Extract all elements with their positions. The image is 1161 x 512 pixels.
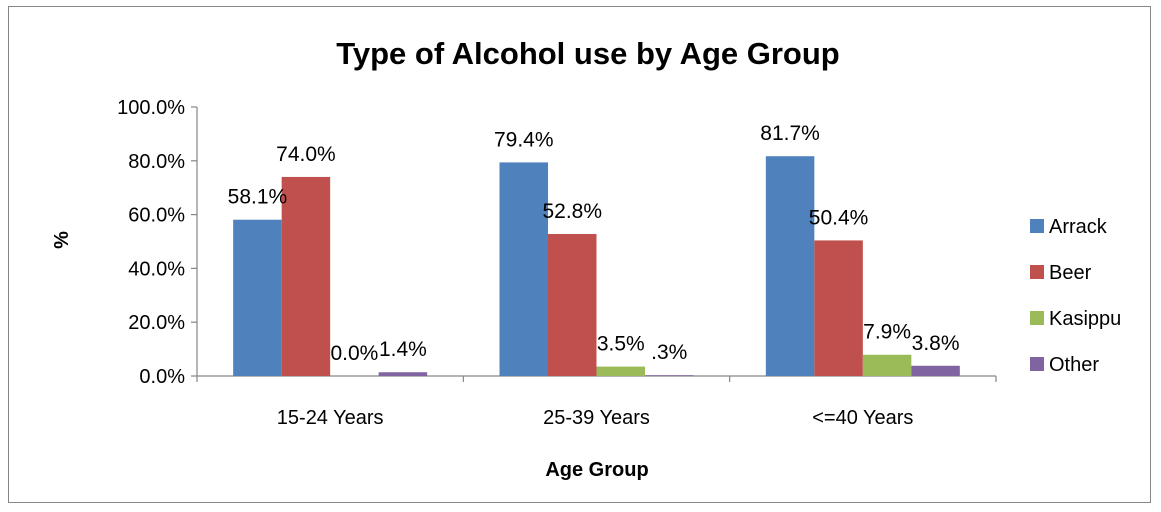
bar (862, 354, 912, 376)
y-tick-label: 0.0% (139, 366, 185, 388)
bar (281, 176, 331, 376)
data-label: 52.8% (542, 200, 602, 223)
y-tick-label: 60.0% (128, 205, 185, 227)
x-axis-title: Age Group (545, 459, 648, 481)
data-label: 74.0% (276, 143, 336, 166)
data-label: 81.7% (760, 122, 820, 145)
bar (814, 240, 863, 376)
y-axis: 0.0% 20.0% 40.0% 60.0% 80.0% 100.0% (117, 97, 198, 388)
legend-label: Kasippu (1049, 308, 1121, 330)
bar (499, 162, 548, 376)
chart-title: Type of Alcohol use by Age Group (336, 36, 840, 71)
legend: Arrack Beer Kasippu Other (1030, 216, 1121, 376)
y-tick-label: 20.0% (128, 312, 185, 334)
data-label: 3.5% (597, 333, 645, 356)
y-tick-label: 80.0% (128, 151, 185, 173)
data-label: 3.8% (912, 332, 960, 355)
legend-swatch (1030, 265, 1044, 279)
legend-label: Beer (1049, 262, 1092, 284)
legend-label: Arrack (1049, 216, 1108, 238)
data-label: 7.9% (863, 321, 911, 344)
legend-swatch (1030, 357, 1044, 371)
y-axis-title: % (51, 231, 73, 249)
y-tick-label: 40.0% (128, 258, 185, 280)
data-label: 79.4% (494, 128, 554, 151)
data-label: .3% (651, 341, 687, 364)
bar (645, 375, 694, 376)
data-label: 50.4% (809, 206, 869, 229)
legend-swatch (1030, 219, 1044, 233)
data-labels: 58.1% 74.0% 0.0% 1.4% 79.4% 52.8% 3.5% .3% 81.7%… (228, 122, 960, 365)
data-label: 0.0% (330, 342, 378, 365)
bar (233, 219, 282, 376)
y-tick-label: 100.0% (117, 97, 185, 119)
data-label: 1.4% (379, 338, 427, 361)
legend-label: Other (1049, 354, 1099, 376)
bar (765, 156, 815, 376)
legend-swatch (1030, 311, 1044, 325)
x-axis: 15-24 Years 25-39 Years <=40 Years (196, 375, 997, 429)
bar-series (233, 156, 960, 376)
bar (378, 372, 428, 376)
data-label: 58.1% (228, 186, 288, 209)
x-tick-label: <=40 Years (812, 407, 913, 429)
x-tick-label: 15-24 Years (277, 407, 384, 429)
x-tick-label: 25-39 Years (543, 407, 650, 429)
bar (596, 366, 645, 376)
bar (548, 233, 597, 376)
bar (911, 365, 960, 376)
